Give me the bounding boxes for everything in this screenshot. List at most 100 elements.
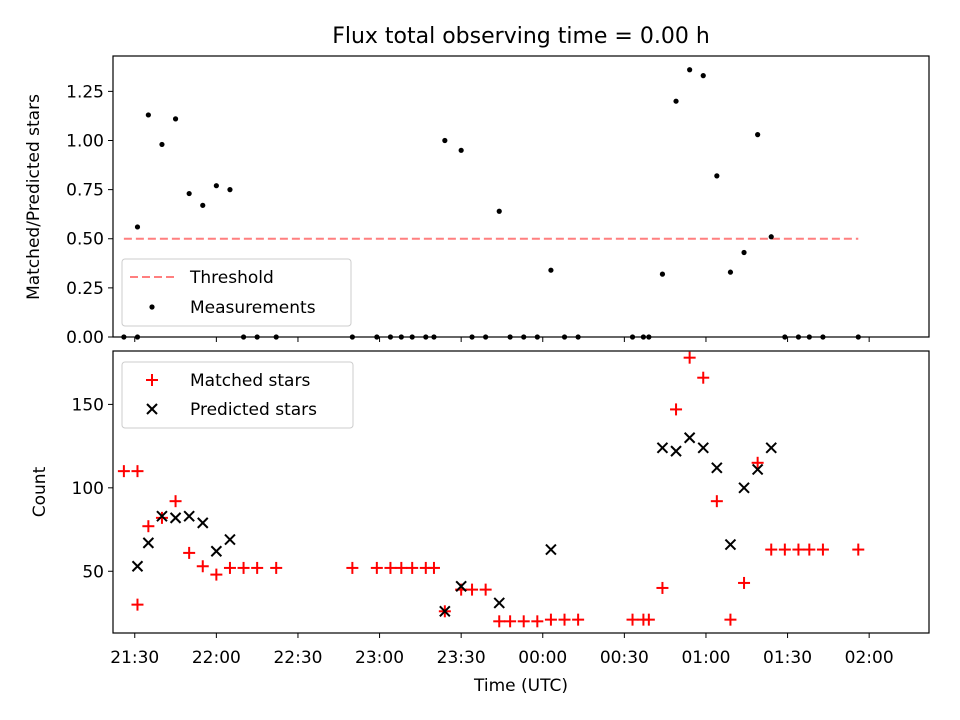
matched-star-point <box>142 520 155 533</box>
matched-star-point <box>370 561 383 574</box>
top-y-axis-label: Matched/Predicted stars <box>24 94 44 300</box>
matched-star-point <box>751 456 764 469</box>
matched-star-point <box>395 561 408 574</box>
legend-measurements-label: Measurements <box>190 298 316 318</box>
top-y-tick-label: 0.75 <box>66 181 104 201</box>
measurement-point <box>159 141 165 148</box>
x-tick-label: 22:30 <box>273 648 322 668</box>
matched-star-point <box>169 495 182 508</box>
measurement-point <box>213 183 219 189</box>
measurement-point <box>458 147 464 153</box>
bottom-axes-frame <box>112 350 930 634</box>
measurement-point <box>227 187 233 193</box>
measurement-point <box>741 249 747 256</box>
bottom-y-tick-label: 150 <box>72 395 104 415</box>
x-tick-label: 02:00 <box>845 648 894 668</box>
matched-star-point <box>223 561 236 574</box>
matched-star-point <box>117 465 130 478</box>
top-y-tick-label: 0.25 <box>66 279 104 299</box>
top-y-tick-label: 0.00 <box>66 328 104 348</box>
matched-star-point <box>626 613 639 626</box>
predicted-star-point <box>224 533 236 546</box>
legend-threshold-label: Threshold <box>189 268 274 288</box>
matched-star-point <box>251 561 264 574</box>
top-legend: Threshold Measurements <box>121 258 352 327</box>
x-axis-label: Time (UTC) <box>473 676 568 696</box>
x-tick-label: 00:00 <box>518 648 567 668</box>
measurement-point <box>659 271 666 277</box>
predicted-star-point <box>738 482 750 494</box>
matched-star-point <box>493 615 506 628</box>
bottom-y-axis-label: Count <box>30 466 50 517</box>
predicted-star-point <box>210 545 223 557</box>
predicted-star-point <box>711 462 723 474</box>
measurement-point <box>200 202 206 208</box>
matched-star-point <box>466 583 479 596</box>
matched-star-point <box>155 511 168 524</box>
matched-star-point <box>738 576 751 589</box>
matched-star-point <box>765 543 778 556</box>
matched-star-point <box>544 613 557 626</box>
x-tick-label: 21:30 <box>110 648 159 668</box>
top-legend-box <box>121 258 352 327</box>
predicted-star-point <box>455 580 467 592</box>
measurement-point <box>755 132 761 138</box>
legend-predicted-label: Predicted stars <box>190 400 317 420</box>
top-y-tick-label: 1.25 <box>66 82 104 102</box>
top-y-tick-label: 1.00 <box>66 131 104 151</box>
matched-star-point <box>504 615 517 628</box>
predicted-star-point <box>131 560 144 572</box>
matched-star-point <box>724 613 737 626</box>
measurement-point <box>134 224 141 230</box>
x-tick-label: 00:30 <box>600 648 649 668</box>
predicted-star-point <box>183 510 195 522</box>
predicted-star-point <box>142 537 155 549</box>
top-y-tick-label: 0.50 <box>66 230 104 250</box>
matched-star-point <box>131 465 144 478</box>
legend-matched-label: Matched stars <box>190 371 310 391</box>
bottom-y-tick-label: 100 <box>72 479 104 499</box>
matched-star-point <box>237 561 250 574</box>
measurement-point <box>145 112 151 118</box>
matched-star-point <box>558 613 571 626</box>
measurement-point <box>727 269 734 275</box>
matched-star-point <box>670 403 683 416</box>
legend-predicted-swatch <box>146 403 158 415</box>
matched-star-point <box>210 568 223 581</box>
matched-star-point <box>697 371 710 384</box>
predicted-star-point <box>697 442 709 454</box>
bottom-legend-box <box>121 361 354 429</box>
matched-star-point <box>517 615 530 628</box>
x-tick-label: 22:00 <box>192 648 241 668</box>
matched-star-point <box>196 560 209 573</box>
bottom-panel: Count Time (UTC) 50 100 150 21:30 22:00 22:30… <box>30 350 930 696</box>
measurement-point <box>714 173 720 179</box>
matched-star-point <box>710 495 723 508</box>
measurement-point <box>548 267 554 273</box>
measurement-point <box>496 208 502 214</box>
measurement-point <box>172 116 179 122</box>
x-tick-label: 01:00 <box>681 648 730 668</box>
measurement-point <box>687 67 693 73</box>
measurement-point <box>768 234 774 240</box>
predicted-star-point <box>156 510 168 522</box>
matched-star-point <box>816 543 829 556</box>
matched-star-point <box>792 543 805 556</box>
x-tick-label: 23:00 <box>355 648 404 668</box>
top-axes-frame <box>112 55 930 338</box>
predicted-star-point <box>683 432 696 444</box>
matched-star-point <box>427 561 440 574</box>
predicted-star-point <box>545 543 557 556</box>
matched-star-point <box>531 615 544 628</box>
matched-star-point <box>642 613 655 626</box>
figure-title: Flux total observing time = 0.00 h <box>332 24 710 49</box>
x-tick-label: 01:30 <box>763 648 812 668</box>
matched-star-point <box>270 561 283 574</box>
predicted-star-point <box>197 517 209 529</box>
measurement-point <box>700 73 706 79</box>
matched-star-point <box>572 613 585 626</box>
predicted-star-point <box>670 445 682 457</box>
predicted-star-point <box>656 442 669 454</box>
matched-star-point <box>803 543 816 556</box>
